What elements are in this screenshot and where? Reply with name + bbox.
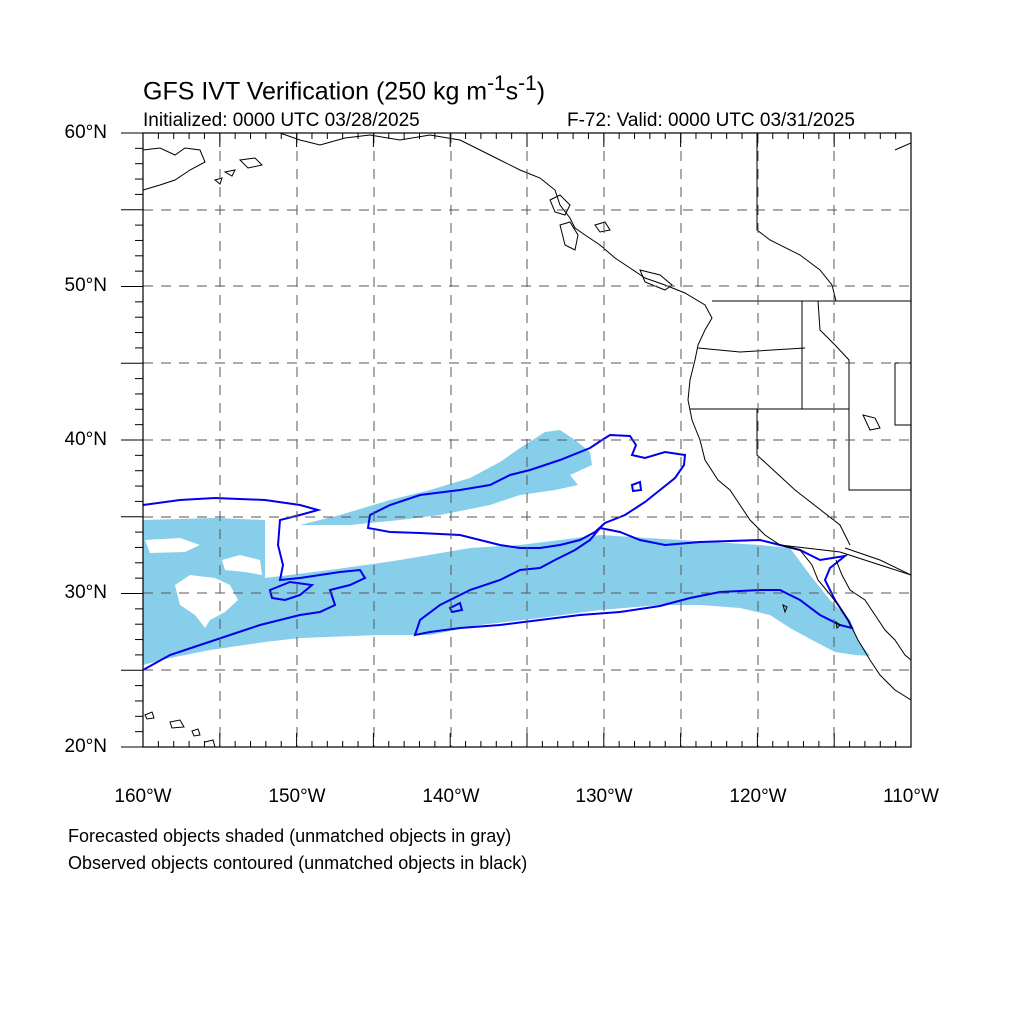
observed-object-north	[366, 433, 687, 549]
map-title: GFS IVT Verification (250 kg m-1s-1)	[143, 72, 545, 106]
border-us-mexico	[779, 544, 911, 576]
lat-label-30n: 30°N	[64, 582, 107, 603]
lon-label-140w: 140°W	[422, 786, 480, 807]
coastline-hawaii	[144, 711, 216, 747]
coastline-bc-islands	[549, 194, 673, 291]
lon-label-160w: 160°W	[114, 786, 172, 807]
map-content	[143, 133, 911, 747]
observed-object-sub	[268, 580, 315, 602]
forecast-object-main-band	[143, 518, 870, 665]
graticule	[143, 133, 911, 747]
lat-label-40n: 40°N	[64, 429, 107, 450]
forecast-object-north-band	[300, 430, 592, 525]
coastlines	[143, 133, 911, 747]
coastline-baja-gulf	[835, 559, 911, 661]
forecast-objects	[143, 430, 870, 665]
lat-label-50n: 50°N	[64, 275, 107, 296]
lake-small	[862, 414, 881, 431]
title-text: GFS IVT Verification (250 kg m	[143, 77, 488, 106]
coastline-alaska	[143, 147, 206, 191]
title-text-s: s	[505, 77, 519, 106]
lon-label-120w: 120°W	[729, 786, 787, 807]
forecast-holes	[145, 538, 262, 628]
lon-label-150w: 150°W	[268, 786, 326, 807]
political-borders	[690, 133, 911, 576]
border-ca-nv	[756, 409, 851, 546]
lon-label-110w: 110°W	[883, 786, 939, 807]
observed-object-south	[413, 526, 854, 637]
valid-time: F-72: Valid: 0000 UTC 03/31/2025	[567, 110, 855, 131]
observed-object-west	[143, 496, 367, 671]
border-id-mt	[817, 300, 850, 409]
title-text-end: )	[536, 77, 546, 106]
title-exponent-2: -1	[518, 72, 537, 95]
footnote-forecast: Forecasted objects shaded (unmatched obj…	[68, 826, 512, 846]
coastline-alaska-islands	[213, 157, 264, 185]
lon-label-130w: 130°W	[575, 786, 633, 807]
initialized-time: Initialized: 0000 UTC 03/28/2025	[143, 110, 420, 131]
footnote-observed: Observed objects contoured (unmatched ob…	[68, 853, 528, 873]
forecast-hole-small	[222, 555, 262, 575]
forecast-hole-west	[175, 575, 238, 628]
axis-ticks	[121, 132, 912, 748]
observed-object-tiny-loop	[630, 480, 643, 493]
border-wa-or	[697, 347, 806, 353]
border-az	[844, 547, 911, 576]
coastline-eastern-edge	[894, 142, 911, 151]
border-nv-ut	[848, 409, 911, 491]
coastline-gulf-alaska	[279, 133, 911, 701]
border-ut-co	[894, 362, 911, 426]
lat-label-60n: 60°N	[64, 122, 107, 143]
observed-objects	[143, 433, 854, 671]
coastline-island-small	[782, 604, 841, 630]
border-alaska-canada	[756, 133, 837, 302]
forecast-hole-strip	[145, 538, 200, 553]
title-exponent-1: -1	[487, 72, 506, 95]
lat-label-20n: 20°N	[64, 736, 107, 757]
